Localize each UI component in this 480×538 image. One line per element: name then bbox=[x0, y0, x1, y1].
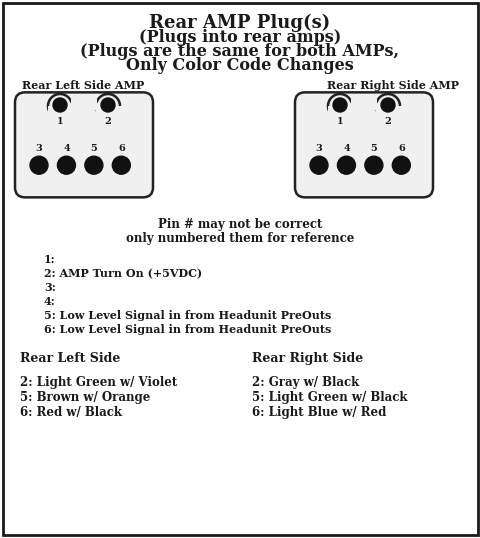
Text: Rear Right Side AMP: Rear Right Side AMP bbox=[326, 80, 458, 91]
Text: 2: Gray w/ Black: 2: Gray w/ Black bbox=[252, 376, 359, 389]
Circle shape bbox=[48, 94, 72, 118]
Text: 5: Brown w/ Orange: 5: Brown w/ Orange bbox=[20, 391, 150, 404]
Text: 5: Light Green w/ Black: 5: Light Green w/ Black bbox=[252, 391, 407, 404]
Circle shape bbox=[84, 156, 103, 174]
Circle shape bbox=[364, 156, 382, 174]
Text: 3: 3 bbox=[36, 144, 42, 153]
Text: 2: 2 bbox=[384, 117, 391, 126]
Text: 5: Low Level Signal in from Headunit PreOuts: 5: Low Level Signal in from Headunit Pre… bbox=[44, 310, 331, 321]
Bar bbox=[48, 106, 74, 120]
Text: 4: 4 bbox=[63, 144, 70, 153]
Text: 6: Low Level Signal in from Headunit PreOuts: 6: Low Level Signal in from Headunit Pre… bbox=[44, 324, 331, 335]
Bar bbox=[350, 94, 376, 110]
Text: 2: AMP Turn On (+5VDC): 2: AMP Turn On (+5VDC) bbox=[44, 268, 202, 279]
Text: Rear Left Side AMP: Rear Left Side AMP bbox=[22, 80, 144, 91]
Circle shape bbox=[30, 156, 48, 174]
Circle shape bbox=[309, 156, 327, 174]
Text: Only Color Code Changes: Only Color Code Changes bbox=[126, 57, 353, 74]
Text: Pin # may not be correct: Pin # may not be correct bbox=[157, 218, 322, 231]
Circle shape bbox=[327, 94, 351, 118]
Text: 6: 6 bbox=[397, 144, 404, 153]
Circle shape bbox=[337, 156, 355, 174]
Circle shape bbox=[332, 98, 346, 112]
Text: 1:: 1: bbox=[44, 254, 56, 265]
Text: 2: 2 bbox=[105, 117, 111, 126]
Circle shape bbox=[53, 98, 67, 112]
Text: 3:: 3: bbox=[44, 282, 56, 293]
Text: Rear Left Side: Rear Left Side bbox=[20, 352, 120, 365]
Bar bbox=[71, 94, 97, 110]
Text: 4:: 4: bbox=[44, 296, 56, 307]
Text: 6: Light Blue w/ Red: 6: Light Blue w/ Red bbox=[252, 406, 385, 419]
Circle shape bbox=[57, 156, 75, 174]
Bar bbox=[327, 106, 353, 120]
Circle shape bbox=[392, 156, 409, 174]
Text: 6: 6 bbox=[118, 144, 124, 153]
Text: 1: 1 bbox=[57, 117, 63, 126]
Text: (Plugs are the same for both AMPs,: (Plugs are the same for both AMPs, bbox=[80, 43, 399, 60]
FancyBboxPatch shape bbox=[15, 93, 153, 197]
Bar bbox=[96, 106, 122, 120]
Circle shape bbox=[375, 94, 399, 118]
FancyBboxPatch shape bbox=[294, 93, 432, 197]
Text: 1: 1 bbox=[336, 117, 343, 126]
Circle shape bbox=[101, 98, 115, 112]
Text: 6: Red w/ Black: 6: Red w/ Black bbox=[20, 406, 122, 419]
Circle shape bbox=[380, 98, 394, 112]
Circle shape bbox=[96, 94, 120, 118]
Text: only numbered them for reference: only numbered them for reference bbox=[126, 232, 353, 245]
Circle shape bbox=[112, 156, 130, 174]
Text: Rear AMP Plug(s): Rear AMP Plug(s) bbox=[149, 14, 330, 32]
Bar bbox=[375, 106, 401, 120]
Text: 4: 4 bbox=[342, 144, 349, 153]
Text: 2: Light Green w/ Violet: 2: Light Green w/ Violet bbox=[20, 376, 177, 389]
Text: 5: 5 bbox=[370, 144, 376, 153]
Text: 3: 3 bbox=[315, 144, 322, 153]
Text: 5: 5 bbox=[90, 144, 97, 153]
Text: (Plugs into rear amps): (Plugs into rear amps) bbox=[139, 29, 340, 46]
Text: Rear Right Side: Rear Right Side bbox=[252, 352, 362, 365]
